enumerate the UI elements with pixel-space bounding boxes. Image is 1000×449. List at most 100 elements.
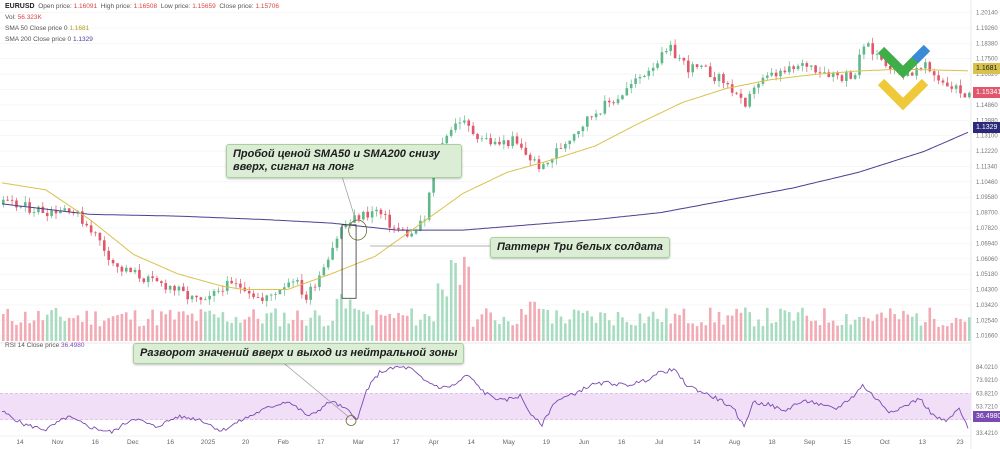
candle-body	[111, 259, 115, 264]
candle-body	[221, 290, 225, 292]
candle-body	[89, 225, 93, 233]
price-tick-label: 1.07820	[976, 226, 998, 232]
candle-body	[203, 299, 207, 301]
volume-bar	[590, 316, 593, 341]
candle-body	[414, 230, 418, 234]
volume-bar	[388, 313, 391, 341]
volume-bar	[392, 318, 396, 341]
candle-body	[23, 202, 27, 206]
candle-body	[304, 294, 308, 300]
price-tick-label: 1.10460	[976, 180, 998, 186]
candle-body	[643, 75, 646, 78]
candle-body	[919, 67, 923, 69]
candle-body	[392, 227, 396, 229]
volume-bar	[836, 325, 839, 341]
volume-bar	[888, 308, 892, 341]
volume-bar	[528, 301, 532, 341]
volume-bar	[335, 298, 339, 341]
candle-body	[783, 70, 787, 73]
time-tick-label: Oct	[880, 439, 890, 446]
candle-body	[45, 212, 49, 217]
candle-body	[915, 67, 918, 76]
candle-body	[594, 113, 598, 118]
time-tick-label: 14	[16, 439, 24, 446]
time-tick-label: 14	[693, 439, 701, 446]
candle-body	[849, 72, 853, 79]
candle-body	[182, 286, 185, 292]
candle-body	[432, 165, 435, 193]
volume-bar	[15, 324, 18, 341]
volume-bar	[730, 315, 734, 341]
candle-body	[906, 72, 910, 76]
volume-bar	[76, 315, 80, 341]
rsi-line	[1, 365, 969, 435]
volume-bar	[291, 319, 295, 341]
volume-bar	[432, 321, 435, 341]
candle-body	[379, 209, 383, 215]
candle-body	[726, 83, 730, 85]
candle-body	[577, 131, 580, 135]
volume-bar	[682, 308, 686, 341]
price-tick-label: 1.09580	[976, 195, 998, 201]
volume-bar	[831, 320, 835, 341]
price-tick-label: 1.20140	[976, 11, 998, 17]
time-tick-label: Jul	[655, 439, 664, 446]
candle-body	[888, 65, 892, 70]
time-tick-label: Apr	[429, 439, 440, 446]
candle-body	[133, 269, 137, 273]
breakout-circle	[348, 219, 368, 241]
candle-body	[954, 85, 958, 89]
grid-lines	[0, 0, 972, 449]
volume-bar	[94, 311, 97, 341]
volume-bar	[845, 314, 848, 341]
volume-bar	[67, 317, 71, 341]
candle-body	[875, 54, 879, 56]
volume-bar	[968, 317, 971, 341]
candle-body	[98, 232, 102, 241]
time-tick-label: Mar	[353, 439, 365, 446]
volume-bar	[37, 310, 40, 341]
volume-bar	[779, 308, 782, 341]
candle-body	[634, 78, 637, 84]
candle-body	[265, 295, 269, 301]
volume-bar	[511, 325, 514, 341]
volume-bar	[129, 319, 132, 341]
vol-label: Vol:	[5, 14, 16, 21]
candle-body	[770, 72, 774, 76]
candle-body	[853, 75, 857, 79]
candle-body	[318, 275, 321, 288]
volume-bar	[726, 315, 730, 341]
candle-body	[744, 97, 747, 107]
candle-body	[928, 62, 932, 72]
volume-bar	[924, 322, 927, 341]
candle-body	[463, 120, 466, 123]
candle-body	[858, 54, 861, 76]
candle-body	[146, 276, 150, 283]
candle-body	[124, 267, 128, 272]
candle-body	[787, 66, 791, 73]
volume-bar	[814, 320, 817, 341]
volume-bar	[656, 318, 659, 341]
candle-body	[625, 88, 629, 96]
price-tick-label: 1.14860	[976, 103, 998, 109]
candle-body	[489, 138, 492, 145]
candle-body	[686, 60, 690, 73]
volume-bar	[340, 293, 343, 341]
vol-value: 56.323K	[17, 14, 42, 21]
volume-bar	[559, 316, 563, 341]
time-tick-label: 14	[468, 439, 476, 446]
candle-body	[102, 240, 106, 251]
candle-body	[924, 62, 927, 69]
candle-body	[239, 283, 242, 288]
candle-body	[247, 291, 251, 294]
candle-body	[660, 52, 664, 64]
candle-body	[959, 85, 962, 94]
volume-bar	[370, 325, 374, 341]
volume-bar	[599, 312, 602, 341]
candle-body	[445, 135, 449, 144]
time-tick-label: Aug	[729, 439, 741, 446]
time-tick-label: 16	[92, 439, 100, 446]
price-tick-label: 1.06060	[976, 257, 998, 263]
sma200-label: SMA 200 Close price 0	[5, 36, 72, 43]
rsi-neutral-band	[0, 393, 971, 420]
